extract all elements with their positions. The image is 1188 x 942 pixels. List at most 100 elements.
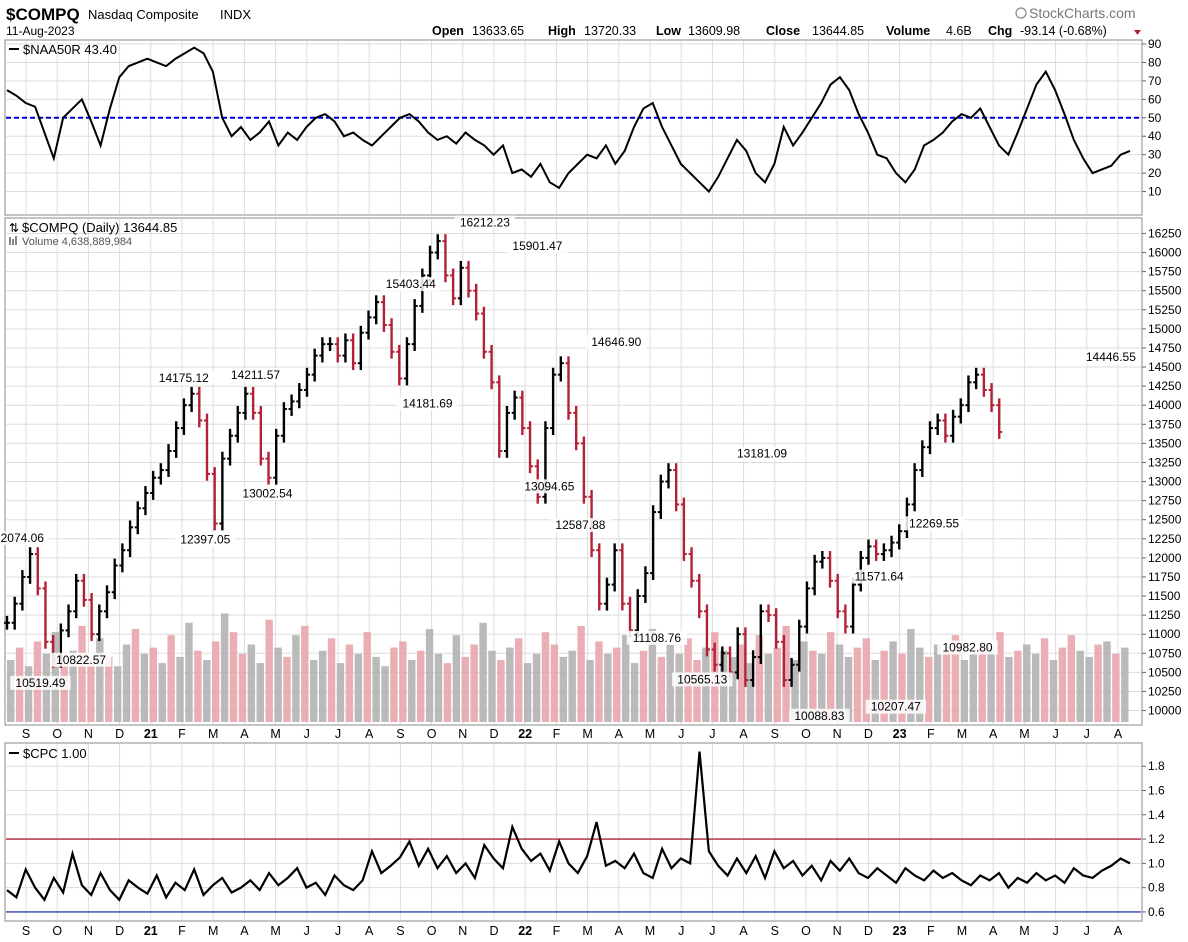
x-tick-label: J	[709, 924, 715, 938]
volume-bar	[1094, 644, 1102, 722]
y-tick-label: 14750	[1148, 341, 1182, 355]
y-tick-label: 1.8	[1148, 759, 1165, 773]
brand-logo[interactable]: StockCharts.com	[1015, 5, 1136, 21]
volume-bar	[898, 653, 906, 722]
volume-bar	[345, 644, 354, 722]
chg-label: Chg	[988, 24, 1012, 38]
volume-bar	[996, 632, 1004, 722]
volume-bar	[871, 660, 879, 722]
cpc-grid	[6, 744, 1141, 920]
annotation-background	[175, 532, 236, 547]
down-arrow-icon	[1134, 30, 1141, 35]
volume-bar	[916, 647, 924, 722]
y-tick-label: 15750	[1148, 265, 1182, 279]
x-tick-label: N	[833, 727, 842, 741]
x-tick-label: J	[335, 924, 341, 938]
annotation-label: 12269.55	[909, 516, 959, 530]
x-tick-label: M	[270, 727, 280, 741]
symbol: $COMPQ	[6, 5, 80, 24]
volume-bar	[951, 635, 960, 722]
volume-bar	[737, 644, 746, 722]
x-tick-label: 22	[518, 924, 532, 938]
annotation-label: 13094.65	[524, 479, 574, 493]
volume-bar	[604, 653, 612, 722]
x-tick-label: J	[335, 727, 341, 741]
annotation-background	[672, 672, 733, 687]
x-tick-label: A	[989, 727, 998, 741]
annotation-background	[789, 708, 850, 723]
volume-bar	[969, 653, 977, 722]
y-tick-label: 11250	[1148, 608, 1181, 622]
volume-bar	[78, 625, 86, 722]
volume-bar	[523, 663, 532, 722]
y-tick-label: 10500	[1148, 665, 1182, 679]
price-annotation: 14446.55	[1080, 350, 1142, 365]
breadth-grid	[6, 41, 1141, 214]
volume-bar	[818, 653, 826, 722]
annotation-background	[1080, 350, 1142, 365]
x-tick-label: J	[1052, 727, 1058, 741]
volume-bar	[1058, 647, 1067, 722]
volume-bar	[541, 632, 550, 722]
y-tick-label: 15500	[1148, 284, 1182, 298]
volume-bar	[987, 647, 995, 722]
volume-bar	[301, 625, 309, 722]
price-annotation: 10982.80	[937, 640, 998, 655]
annotation-background	[626, 630, 688, 645]
breadth-y-ticks: 90 80 70 60 50 40 30 20 10	[1142, 37, 1162, 199]
x-tick-label: N	[458, 727, 467, 741]
volume-bar	[613, 647, 621, 722]
x-tick-label: A	[989, 924, 998, 938]
volume-bar	[844, 656, 853, 722]
x-tick-label: 21	[144, 727, 158, 741]
price-panel-frame	[4, 217, 1143, 726]
x-tick-label: M	[1019, 727, 1029, 741]
volume-bar	[1067, 635, 1076, 722]
annotation-background	[865, 699, 927, 714]
y-tick-label: 11750	[1148, 570, 1181, 584]
volume-bar	[800, 641, 808, 722]
annotation-label: 14181.69	[402, 396, 452, 410]
y-tick-label: 15250	[1148, 303, 1182, 317]
x-tick-label: D	[489, 924, 498, 938]
volume-bar	[1023, 644, 1031, 722]
y-tick-label: 12750	[1148, 494, 1182, 508]
volume-title: Volume 4,638,889,984	[22, 236, 132, 248]
annotation-background	[454, 215, 516, 230]
volume-bar	[470, 644, 478, 722]
volume-bar	[283, 656, 291, 722]
volume-bar	[274, 647, 282, 722]
volume-bar	[425, 629, 434, 722]
volume-bar	[826, 632, 835, 722]
volume-bar	[1112, 653, 1120, 722]
x-tick-label: D	[489, 727, 498, 741]
volume-bar	[782, 625, 790, 722]
volume-bar	[497, 660, 505, 722]
x-tick-label: J	[678, 924, 684, 938]
volume-bar	[675, 653, 683, 722]
x-tick-label: D	[115, 727, 124, 741]
brand-name: StockCharts.com	[1029, 5, 1136, 21]
volume-bar	[515, 638, 523, 722]
volume-bar	[1031, 653, 1040, 722]
price-annotation: 14211.57	[225, 368, 286, 383]
volume-bar	[728, 656, 737, 722]
volume-bar	[363, 632, 371, 722]
y-tick-label: 0.8	[1148, 881, 1165, 895]
x-tick-label: J	[304, 727, 310, 741]
open-label: Open	[432, 24, 464, 38]
x-tick-label: A	[240, 924, 249, 938]
annotation-background	[586, 334, 647, 349]
x-tick-label: N	[833, 924, 842, 938]
x-tick-label: F	[553, 924, 561, 938]
x-tick-label: F	[927, 727, 935, 741]
x-tick-label: O	[801, 727, 811, 741]
volume-bar	[122, 644, 131, 722]
cpc-y-ticks: 1.8 1.6 1.4 1.2 1.0 0.8 0.6	[1142, 759, 1165, 919]
y-tick-label: 1.0	[1148, 856, 1165, 870]
exchange: INDX	[220, 7, 251, 22]
x-tick-label: N	[84, 727, 93, 741]
y-tick-label: 14500	[1148, 360, 1182, 374]
volume-bar	[1049, 660, 1058, 722]
volume-bar	[809, 650, 817, 722]
